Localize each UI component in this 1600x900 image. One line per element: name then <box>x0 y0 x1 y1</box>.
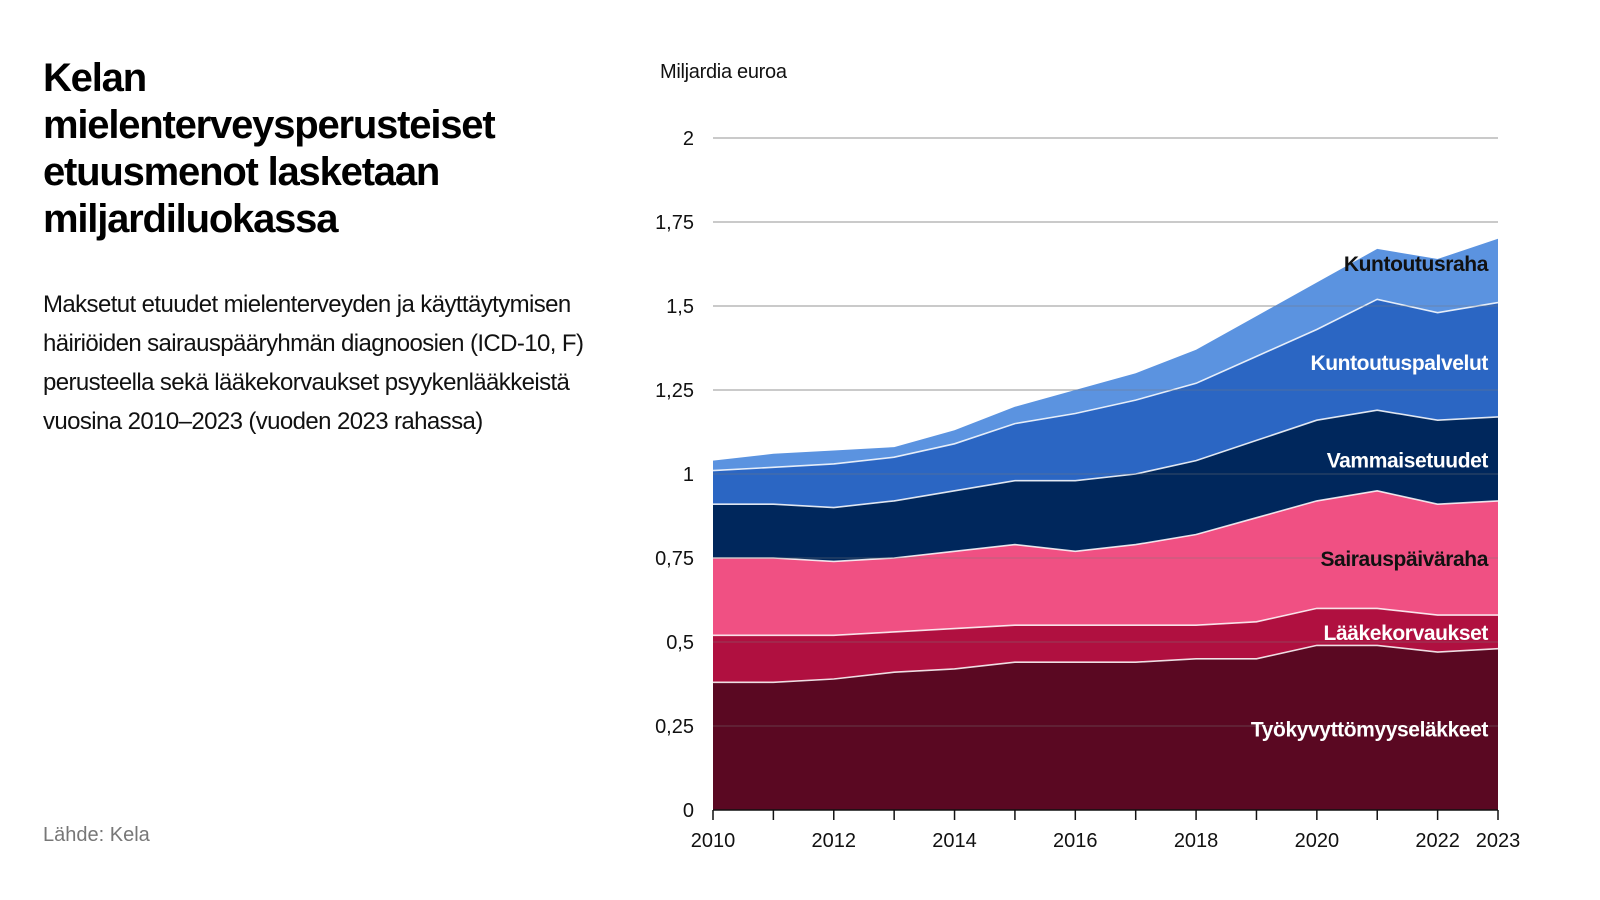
overlay-gridlines <box>713 137 1498 727</box>
x-tick-label: 2018 <box>1174 830 1219 852</box>
area-kuntoutuspalvelut <box>713 299 1498 508</box>
x-tick-label: 2022 <box>1415 830 1460 852</box>
chart-title: Kelan mielenterveysperusteiset etuusmeno… <box>43 56 496 241</box>
y-axis-label: Miljardia euroa <box>660 61 787 83</box>
x-tick-label: 2016 <box>1053 830 1098 852</box>
series-boundary-line <box>713 489 1499 563</box>
y-tick-label: 2 <box>683 128 694 150</box>
x-tick-label: 2014 <box>932 830 977 852</box>
x-tick-label: 2020 <box>1295 830 1340 852</box>
area-kuntoutusraha <box>713 238 1498 471</box>
y-tick-label: 0,25 <box>655 716 694 738</box>
series-label: Sairauspäiväraha <box>1320 548 1488 571</box>
source-note: Lähde: Kela <box>43 824 150 846</box>
series-label: Lääkekorvaukset <box>1324 622 1489 645</box>
area-sairauspäiväraha <box>713 490 1498 636</box>
series-labels: Työkyvyttömyyseläkkeet Lääkekorvaukset Sai… <box>1251 253 1489 741</box>
area-työkyvyttömyyseläkkeet <box>713 645 1498 810</box>
area-vammaisetuudet <box>713 410 1498 562</box>
series-boundary-line <box>712 298 1499 472</box>
series-label: Vammaisetuudet <box>1327 450 1489 473</box>
y-tick-label: 1,25 <box>655 380 694 402</box>
y-tick-label: 0 <box>683 800 694 822</box>
series-boundary-line <box>713 409 1499 509</box>
series-boundary-line <box>713 644 1499 684</box>
series-boundary-line <box>713 607 1498 637</box>
boundary-lines <box>712 298 1499 684</box>
series-label: Työkyvyttömyyseläkkeet <box>1251 718 1489 741</box>
y-tick-label: 1,5 <box>666 296 694 318</box>
y-tick-label: 1,75 <box>655 212 694 234</box>
area-lääkekorvaukset <box>713 608 1498 683</box>
y-tick-label: 0,5 <box>666 632 694 654</box>
areas <box>713 238 1498 810</box>
series-label: Kuntoutuspalvelut <box>1310 352 1488 375</box>
x-tick-label: 2012 <box>812 830 857 852</box>
x-tick-label: 2010 <box>691 830 736 852</box>
y-tick-label: 1 <box>683 464 694 486</box>
y-tick-label: 0,75 <box>655 548 694 570</box>
x-tick-label: 2023 <box>1476 830 1521 852</box>
series-label: Kuntoutusraha <box>1344 253 1489 276</box>
chart-subtitle: Maksetut etuudet mielenterveyden ja käyt… <box>43 291 584 435</box>
x-axis: 0 0,25 0,5 0,75 1 1,25 1,5 1,75 2 2010 2012 2014 201… <box>655 128 1520 852</box>
